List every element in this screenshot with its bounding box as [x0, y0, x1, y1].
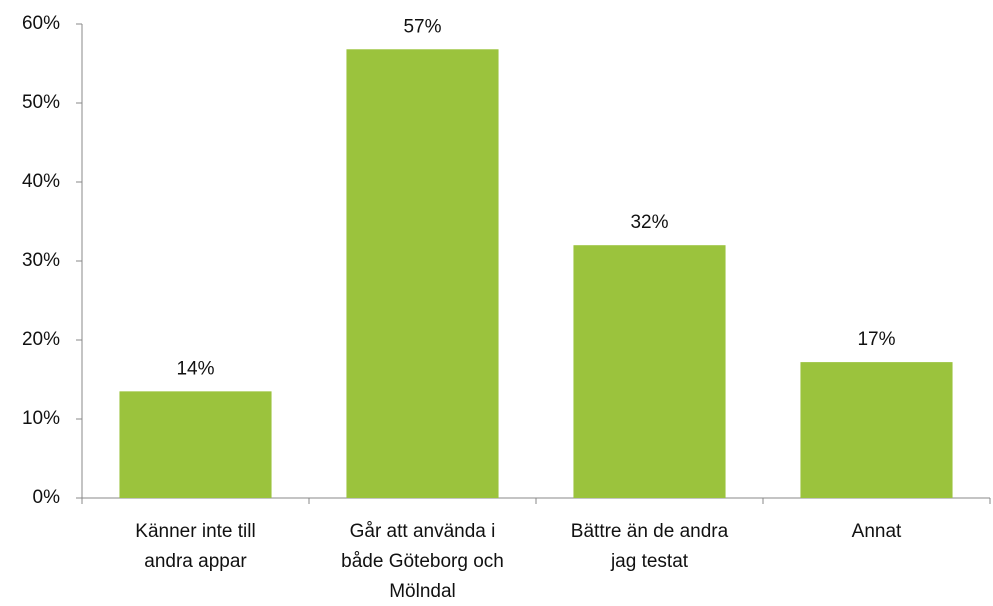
y-tick-label: 20% [22, 329, 60, 350]
y-tick-label: 40% [22, 171, 60, 192]
y-tick-label: 0% [33, 487, 61, 508]
x-tick-label: Känner inte till [135, 521, 255, 542]
data-label: 14% [176, 358, 214, 379]
x-tick-label: Annat [852, 521, 902, 542]
y-tick-label: 10% [22, 408, 60, 429]
bar [573, 245, 726, 498]
x-tick-label: jag testat [610, 551, 689, 572]
y-tick-label: 50% [22, 92, 60, 113]
x-tick-label: andra appar [144, 551, 247, 572]
x-tick-label: Mölndal [389, 581, 456, 602]
bar [800, 362, 953, 498]
x-tick-label: Bättre än de andra [571, 521, 729, 542]
data-label: 57% [403, 16, 441, 37]
bar [346, 49, 499, 498]
x-tick-label: både Göteborg och [341, 551, 504, 572]
x-tick-label: Går att använda i [350, 521, 496, 542]
data-label: 17% [857, 329, 895, 350]
y-tick-label: 30% [22, 250, 60, 271]
data-label: 32% [630, 212, 668, 233]
bar [119, 391, 272, 498]
y-tick-label: 60% [22, 13, 60, 34]
